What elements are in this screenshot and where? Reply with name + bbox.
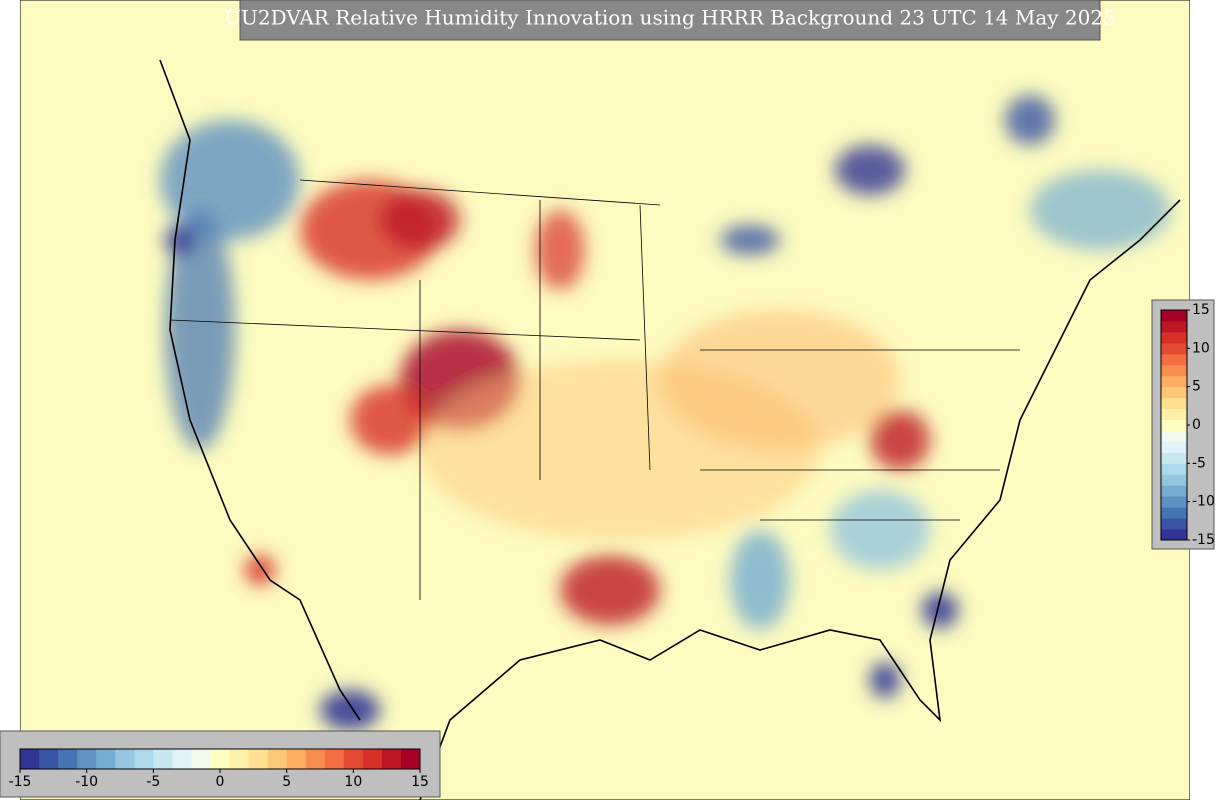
colorbar-segment bbox=[1161, 529, 1187, 541]
colorbar-segment bbox=[96, 749, 116, 769]
colorbar-tick-label: 5 bbox=[282, 774, 291, 790]
colorbar-segment bbox=[58, 749, 78, 769]
colorbar-segment bbox=[134, 749, 154, 769]
colorbar-tick-label: -10 bbox=[1192, 494, 1215, 510]
colorbar-tick-label: -5 bbox=[146, 774, 160, 790]
colorbar-tick-label: -5 bbox=[1192, 455, 1206, 471]
map bbox=[20, 0, 1190, 800]
colorbar-segment bbox=[191, 749, 211, 769]
coastline bbox=[159, 59, 1181, 800]
colorbar-segment bbox=[115, 749, 135, 769]
colorbar-tick-label: 0 bbox=[1192, 417, 1201, 433]
colorbar-tick-label: 10 bbox=[344, 774, 362, 790]
colorbar-segment bbox=[1161, 419, 1187, 431]
colorbar-segment bbox=[324, 749, 345, 769]
colorbar-segment bbox=[20, 749, 40, 769]
colorbar-tick-label: 0 bbox=[216, 774, 225, 790]
colorbar-segment bbox=[267, 749, 288, 769]
colorbar-segment bbox=[153, 749, 173, 769]
colorbar-segment bbox=[1161, 507, 1187, 519]
state-boundaries bbox=[169, 179, 1020, 600]
colorbar-segment bbox=[1161, 375, 1187, 388]
colorbar-tick-label: 15 bbox=[411, 774, 429, 790]
colorbar-segment bbox=[1161, 386, 1187, 399]
colorbar-segment bbox=[305, 749, 326, 769]
colorbar-segment bbox=[172, 749, 192, 769]
colorbar-segment bbox=[248, 749, 269, 769]
colorbar-segment bbox=[229, 749, 250, 769]
colorbar-segment bbox=[1161, 430, 1187, 442]
colorbar-segment bbox=[1161, 320, 1187, 333]
colorbar-segment bbox=[1161, 463, 1187, 475]
colorbar-segment bbox=[39, 749, 59, 769]
title-box bbox=[239, 0, 1101, 41]
colorbar-tick-label: -10 bbox=[75, 774, 98, 790]
colorbar-segment bbox=[286, 749, 307, 769]
colorbar-segment bbox=[381, 749, 402, 769]
colorbar-segment bbox=[210, 749, 231, 769]
map-title: UU2DVAR Relative Humidity Innovation usi… bbox=[224, 6, 1116, 30]
colorbar-segment bbox=[1161, 474, 1187, 486]
colorbar-segment bbox=[400, 749, 421, 769]
colorbar-segment bbox=[343, 749, 364, 769]
colorbar-segment bbox=[1161, 452, 1187, 464]
colorbar-segment bbox=[1161, 397, 1187, 410]
colorbar-segment bbox=[1161, 485, 1187, 497]
colorbar-segment bbox=[1161, 331, 1187, 344]
colorbar-tick-label: 5 bbox=[1192, 379, 1201, 395]
colorbar-tick-label: 10 bbox=[1192, 340, 1210, 356]
colorbar-tick-label: -15 bbox=[1192, 532, 1215, 548]
colorbar-segment bbox=[77, 749, 97, 769]
colorbar-segment bbox=[1161, 364, 1187, 377]
colorbar-segment bbox=[1161, 408, 1187, 421]
colorbar-tick-label: 15 bbox=[1192, 302, 1210, 318]
colorbar-segment bbox=[1161, 496, 1187, 508]
colorbar-tick-label: -15 bbox=[9, 774, 32, 790]
colorbar-segment bbox=[1161, 441, 1187, 453]
colorbar-segment bbox=[1161, 310, 1187, 322]
colorbar-segment bbox=[362, 749, 383, 769]
colorbar-segment bbox=[1161, 518, 1187, 530]
colorbar-segment bbox=[1161, 353, 1187, 366]
colorbar-segment bbox=[1161, 342, 1187, 355]
innovation-field bbox=[160, 95, 1170, 730]
